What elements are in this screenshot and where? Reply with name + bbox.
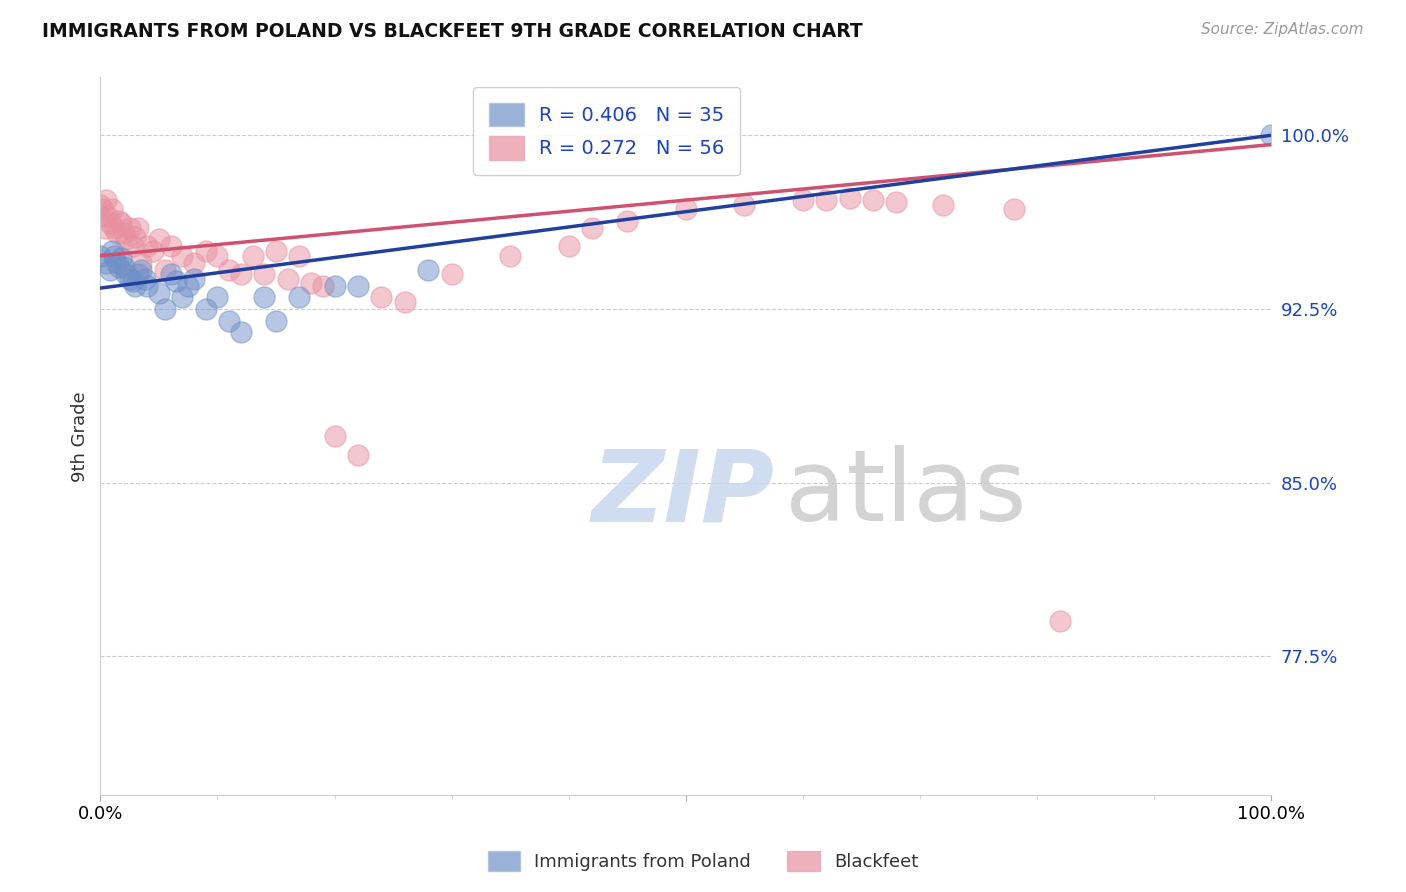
Point <box>112 260 135 275</box>
Point <box>159 267 181 281</box>
Point <box>136 239 159 253</box>
Point <box>122 239 145 253</box>
Point <box>253 267 276 281</box>
Point <box>91 202 114 217</box>
Point <box>253 290 276 304</box>
Point <box>675 202 697 217</box>
Point <box>118 221 141 235</box>
Point <box>89 210 111 224</box>
Point <box>323 278 346 293</box>
Point <box>815 193 838 207</box>
Point <box>172 290 194 304</box>
Point <box>440 267 463 281</box>
Point <box>142 244 165 258</box>
Point <box>110 251 132 265</box>
Point <box>218 262 240 277</box>
Point <box>124 230 146 244</box>
Point <box>148 232 170 246</box>
Point <box>277 272 299 286</box>
Point <box>207 290 229 304</box>
Point <box>131 255 153 269</box>
Point <box>148 285 170 300</box>
Point <box>581 221 603 235</box>
Point <box>89 249 111 263</box>
Point <box>94 221 117 235</box>
Point <box>98 216 121 230</box>
Point <box>288 249 311 263</box>
Point <box>394 295 416 310</box>
Text: atlas: atlas <box>785 445 1026 542</box>
Point <box>733 198 755 212</box>
Point <box>115 232 138 246</box>
Point <box>932 198 955 212</box>
Point <box>153 301 176 316</box>
Text: Source: ZipAtlas.com: Source: ZipAtlas.com <box>1201 22 1364 37</box>
Point <box>127 267 149 281</box>
Legend: Immigrants from Poland, Blackfeet: Immigrants from Poland, Blackfeet <box>481 844 925 879</box>
Point <box>118 272 141 286</box>
Point <box>127 221 149 235</box>
Point <box>96 210 118 224</box>
Point <box>108 260 131 275</box>
Point <box>177 278 200 293</box>
Point <box>96 255 118 269</box>
Point <box>264 313 287 327</box>
Point <box>218 313 240 327</box>
Point <box>312 278 335 293</box>
Point <box>288 290 311 304</box>
Point <box>194 301 217 316</box>
Point <box>108 214 131 228</box>
Text: IMMIGRANTS FROM POLAND VS BLACKFEET 9TH GRADE CORRELATION CHART: IMMIGRANTS FROM POLAND VS BLACKFEET 9TH … <box>42 22 863 41</box>
Point <box>323 429 346 443</box>
Point <box>89 198 111 212</box>
Point <box>886 195 908 210</box>
Point <box>194 244 217 258</box>
Point <box>112 226 135 240</box>
Point <box>1002 202 1025 217</box>
Y-axis label: 9th Grade: 9th Grade <box>72 391 89 482</box>
Point <box>838 191 860 205</box>
Point <box>418 262 440 277</box>
Point <box>124 278 146 293</box>
Point <box>96 193 118 207</box>
Point <box>264 244 287 258</box>
Point <box>105 226 128 240</box>
Point <box>229 267 252 281</box>
Point <box>136 278 159 293</box>
Point <box>103 249 125 263</box>
Legend: R = 0.406   N = 35, R = 0.272   N = 56: R = 0.406 N = 35, R = 0.272 N = 56 <box>472 87 740 176</box>
Point <box>103 221 125 235</box>
Point <box>557 239 579 253</box>
Point <box>242 249 264 263</box>
Point <box>159 239 181 253</box>
Point <box>347 448 370 462</box>
Point <box>1049 615 1071 629</box>
Point <box>370 290 392 304</box>
Point <box>792 193 814 207</box>
Point <box>101 244 124 258</box>
Point <box>153 262 176 277</box>
Point <box>134 272 156 286</box>
Point <box>115 267 138 281</box>
Point <box>299 277 322 291</box>
Text: ZIP: ZIP <box>592 445 775 542</box>
Point <box>499 249 522 263</box>
Point <box>172 249 194 263</box>
Point <box>122 274 145 288</box>
Point <box>862 193 884 207</box>
Point <box>131 262 153 277</box>
Point <box>165 274 187 288</box>
Point <box>183 255 205 269</box>
Point <box>347 278 370 293</box>
Point <box>110 216 132 230</box>
Point <box>98 262 121 277</box>
Point <box>105 255 128 269</box>
Point <box>101 202 124 217</box>
Point <box>616 214 638 228</box>
Point <box>183 272 205 286</box>
Point <box>229 325 252 339</box>
Point <box>1260 128 1282 143</box>
Point <box>207 249 229 263</box>
